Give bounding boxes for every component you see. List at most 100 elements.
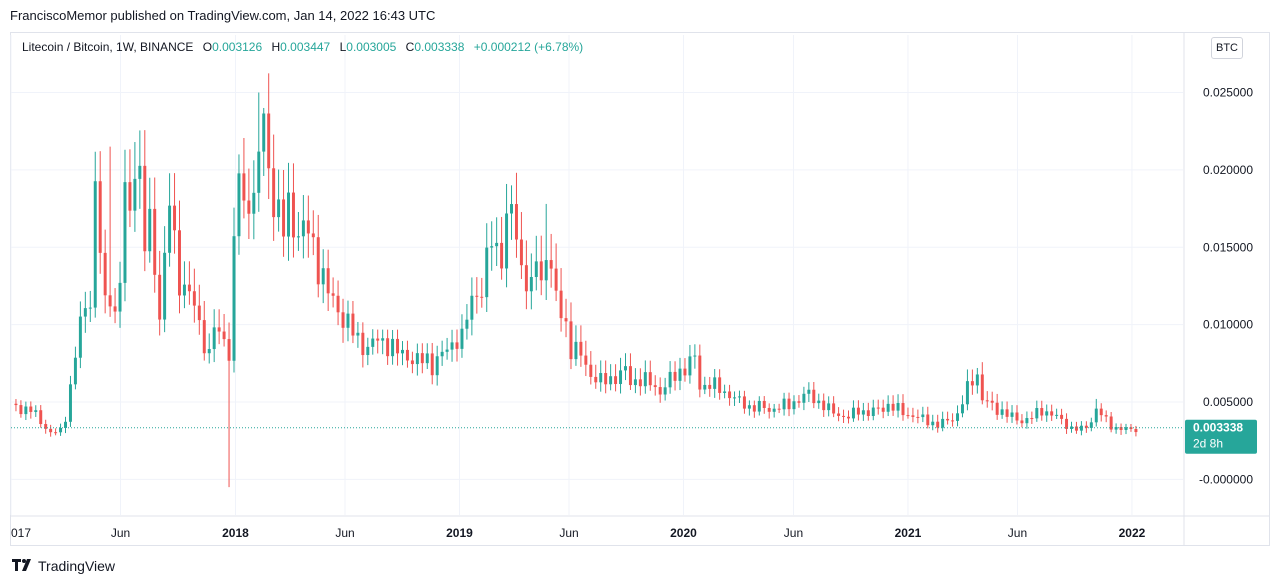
candle-body — [980, 374, 984, 401]
candle-body — [1010, 412, 1014, 417]
candle-body — [495, 242, 499, 247]
candle-body — [832, 403, 836, 414]
candle-body — [321, 268, 325, 285]
candle-body — [822, 400, 826, 411]
candle-body — [401, 349, 404, 354]
candle-body — [470, 295, 474, 320]
candle-body — [1035, 408, 1039, 419]
candle-body — [1060, 414, 1064, 419]
candle-body — [559, 290, 563, 319]
candle-series — [14, 73, 1138, 488]
candle-body — [123, 182, 127, 283]
candle-body — [232, 236, 236, 361]
candle-body — [708, 384, 712, 389]
candle-body — [609, 376, 613, 385]
candle-body — [405, 349, 409, 361]
candle-body — [148, 208, 152, 252]
candle-body — [683, 368, 687, 376]
candle-body — [14, 403, 18, 406]
currency-unit-button[interactable]: BTC — [1211, 37, 1243, 59]
x-tick-label: 2022 — [1119, 526, 1146, 540]
candle-body — [960, 404, 964, 414]
candle-body — [802, 393, 806, 403]
candle-body — [1065, 418, 1069, 429]
publish-header: FranciscoMemor published on TradingView.… — [10, 8, 436, 23]
candle-body — [138, 165, 142, 179]
candle-body — [163, 252, 167, 320]
candle-body — [1114, 427, 1118, 430]
candle-body — [19, 405, 23, 415]
candle-body — [643, 372, 647, 387]
candle-body — [277, 199, 281, 218]
x-tick-label: Jun — [111, 526, 130, 540]
candle-body — [192, 291, 196, 306]
x-tick-label: 2020 — [670, 526, 697, 540]
candle-body — [1040, 408, 1044, 416]
y-tick-label: 0.005000 — [1203, 395, 1253, 409]
candle-body — [916, 416, 920, 418]
symbol-legend: Litecoin / Bitcoin, 1W, BINANCE O0.00312… — [22, 40, 583, 54]
candle-body — [272, 168, 276, 218]
candle-body — [197, 305, 201, 321]
candle-body — [510, 204, 514, 214]
candle-body — [688, 356, 692, 376]
candle-body — [1119, 427, 1123, 430]
candle-body — [34, 410, 38, 412]
candle-body — [158, 274, 162, 320]
candle-body — [728, 391, 732, 399]
candle-body — [1020, 420, 1024, 424]
candle-body — [534, 261, 538, 278]
candle-body — [351, 313, 355, 336]
candle-body — [425, 353, 429, 364]
candle-body — [524, 265, 528, 292]
candle-body — [633, 379, 637, 386]
candle-body — [514, 204, 518, 240]
candle-body — [306, 220, 310, 234]
candle-body — [975, 374, 979, 386]
candle-body — [182, 284, 186, 296]
candle-body — [896, 403, 900, 411]
candle-body — [658, 387, 662, 395]
candle-body — [946, 418, 950, 421]
candle-body — [1079, 425, 1083, 431]
candle-body — [341, 312, 345, 328]
candle-body — [881, 407, 885, 412]
low-label: L — [339, 40, 347, 54]
candle-body — [970, 381, 974, 386]
candle-body — [331, 293, 335, 296]
candle-body — [941, 418, 945, 428]
candle-body — [88, 307, 92, 309]
candle-body — [891, 403, 895, 411]
candle-body — [465, 319, 469, 329]
candle-body — [772, 408, 776, 412]
candle-body — [653, 385, 657, 388]
candle-body — [475, 295, 479, 297]
candle-body — [604, 373, 608, 385]
candle-body — [435, 356, 439, 376]
footer-brand[interactable]: TradingView — [12, 558, 115, 574]
candle-body — [222, 331, 226, 340]
last-price-box — [1185, 419, 1257, 454]
candle-body — [103, 252, 107, 296]
candle-body — [371, 338, 375, 347]
candle-body — [326, 268, 330, 294]
open-label: O — [202, 40, 213, 54]
candle-body — [792, 401, 796, 410]
candle-body — [866, 410, 870, 417]
candle-body — [460, 328, 464, 349]
candle-body — [202, 320, 206, 354]
change-value: +0.000212 (+6.78%) — [473, 40, 584, 54]
candle-body — [956, 413, 960, 421]
y-tick-label: 0.020000 — [1203, 163, 1253, 177]
candle-body — [782, 398, 786, 410]
candle-body — [187, 284, 191, 292]
candle-body — [752, 405, 756, 412]
candle-body — [906, 415, 910, 417]
candle-body — [594, 376, 598, 383]
candle-body — [847, 416, 850, 419]
y-tick-label: 0.025000 — [1203, 86, 1253, 100]
candle-body — [1025, 418, 1029, 424]
candle-body — [49, 428, 53, 433]
candle-body — [817, 400, 821, 404]
